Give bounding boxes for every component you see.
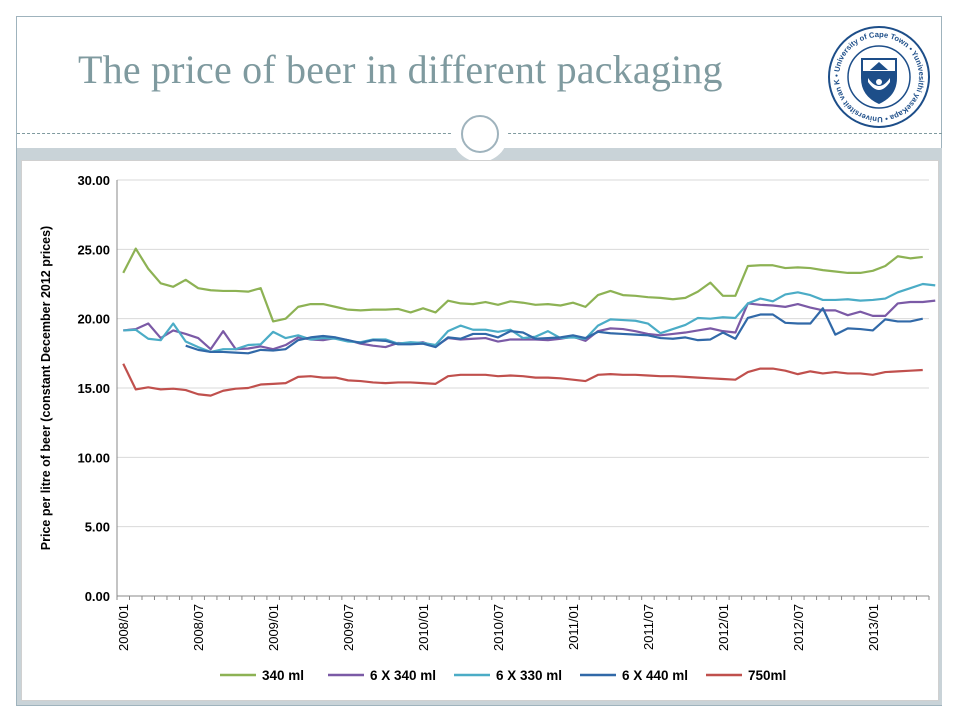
band-left [17, 164, 21, 705]
x-tick-label: 2010/01 [416, 604, 431, 651]
legend-label: 6 X 340 ml [370, 668, 436, 683]
y-tick-label: 20.00 [77, 312, 110, 327]
series-line-1 [123, 299, 936, 351]
y-tick-label: 10.00 [77, 450, 110, 465]
legend-label: 750ml [748, 668, 786, 683]
x-tick-label: 2009/07 [341, 604, 356, 651]
x-tick-label: 2013/01 [866, 604, 881, 651]
y-tick-label: 25.00 [77, 242, 110, 257]
series-line-2 [123, 282, 936, 354]
x-tick-label: 2008/01 [116, 604, 131, 651]
x-tick-label: 2011/01 [566, 604, 581, 650]
price-chart: 0.00 5.00 10.00 15.00 20.00 25.00 30.00 2008/01… [39, 173, 936, 683]
y-tick-label: 0.00 [85, 589, 110, 604]
legend-label: 6 X 330 ml [496, 668, 562, 683]
legend-label: 6 X 440 ml [622, 668, 688, 683]
slide-title: The price of beer in different packaging [78, 47, 723, 92]
x-tick-label: 2009/01 [266, 604, 281, 651]
series-line-4 [122, 363, 923, 397]
x-tick-label: 2012/01 [716, 604, 731, 651]
series-line-0 [122, 247, 923, 323]
series-line-3 [185, 307, 923, 355]
band-right [939, 164, 942, 705]
y-axis-title: Price per litre of beer (constant Decemb… [39, 226, 53, 550]
x-tick-label: 2010/07 [491, 604, 506, 651]
decorative-ring-icon [452, 106, 508, 162]
x-tick-label: 2008/07 [191, 604, 206, 651]
legend-label: 340 ml [262, 668, 304, 683]
university-logo: • University of Cape Town • Yunivesithi … [826, 24, 930, 128]
x-tick-label: 2012/07 [791, 604, 806, 651]
x-tick-label: 2011/07 [641, 604, 656, 650]
y-tick-label: 30.00 [77, 173, 110, 188]
chart-area: 0.00 5.00 10.00 15.00 20.00 25.00 30.00 2008/01… [21, 160, 939, 701]
y-tick-label: 5.00 [85, 520, 110, 535]
band-bottom [17, 701, 942, 705]
y-tick-label: 15.00 [77, 381, 110, 396]
